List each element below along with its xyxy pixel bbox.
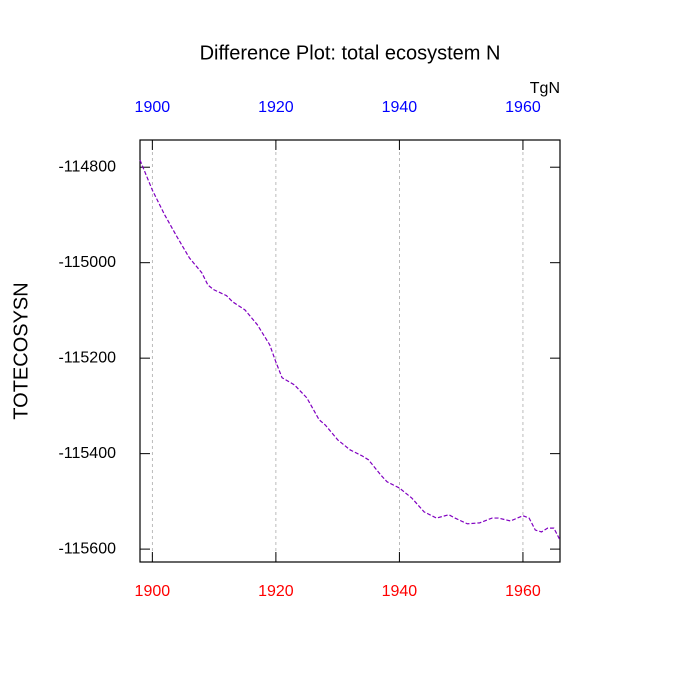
chart-title: Difference Plot: total ecosystem N	[200, 42, 501, 64]
plot-frame	[139, 139, 561, 563]
y-tick-label: -114800	[58, 158, 116, 175]
y-tick-label: -115400	[58, 445, 116, 462]
x-tick-label-top: 1920	[258, 99, 294, 116]
x-tick-label: 1920	[258, 583, 294, 600]
data-line	[139, 159, 561, 541]
y-axis-label: TOTECOSYSN	[10, 282, 32, 419]
y-tick-label: -115200	[58, 349, 116, 366]
x-tick-label-top: 1940	[382, 99, 418, 116]
y-tick-label: -115600	[58, 540, 116, 557]
y-tick-label: -115000	[58, 254, 116, 271]
units-label: TgN	[530, 80, 560, 97]
x-tick-label: 1940	[382, 583, 418, 600]
x-tick-label: 1900	[135, 583, 171, 600]
x-tick-label: 1960	[505, 583, 541, 600]
x-tick-label-top: 1960	[505, 99, 541, 116]
x-tick-label-top: 1900	[135, 99, 171, 116]
